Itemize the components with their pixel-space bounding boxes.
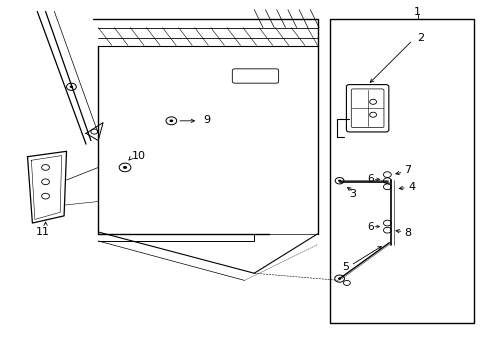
Text: 4: 4 [407, 182, 415, 192]
Text: 10: 10 [131, 150, 145, 161]
Text: 7: 7 [404, 165, 411, 175]
Bar [329, 19, 473, 323]
Text: 5: 5 [341, 262, 348, 272]
Text: 8: 8 [404, 228, 411, 238]
Circle shape [337, 277, 341, 280]
Circle shape [123, 166, 127, 169]
Text: 6: 6 [366, 222, 373, 232]
Text: 9: 9 [203, 115, 210, 125]
Text: 1: 1 [413, 7, 420, 17]
Text: 6: 6 [366, 174, 373, 184]
Circle shape [169, 120, 173, 122]
Text: 11: 11 [36, 227, 50, 237]
Text: 3: 3 [348, 189, 356, 199]
Circle shape [337, 180, 341, 182]
Text: 2: 2 [417, 33, 424, 43]
Circle shape [70, 86, 73, 88]
